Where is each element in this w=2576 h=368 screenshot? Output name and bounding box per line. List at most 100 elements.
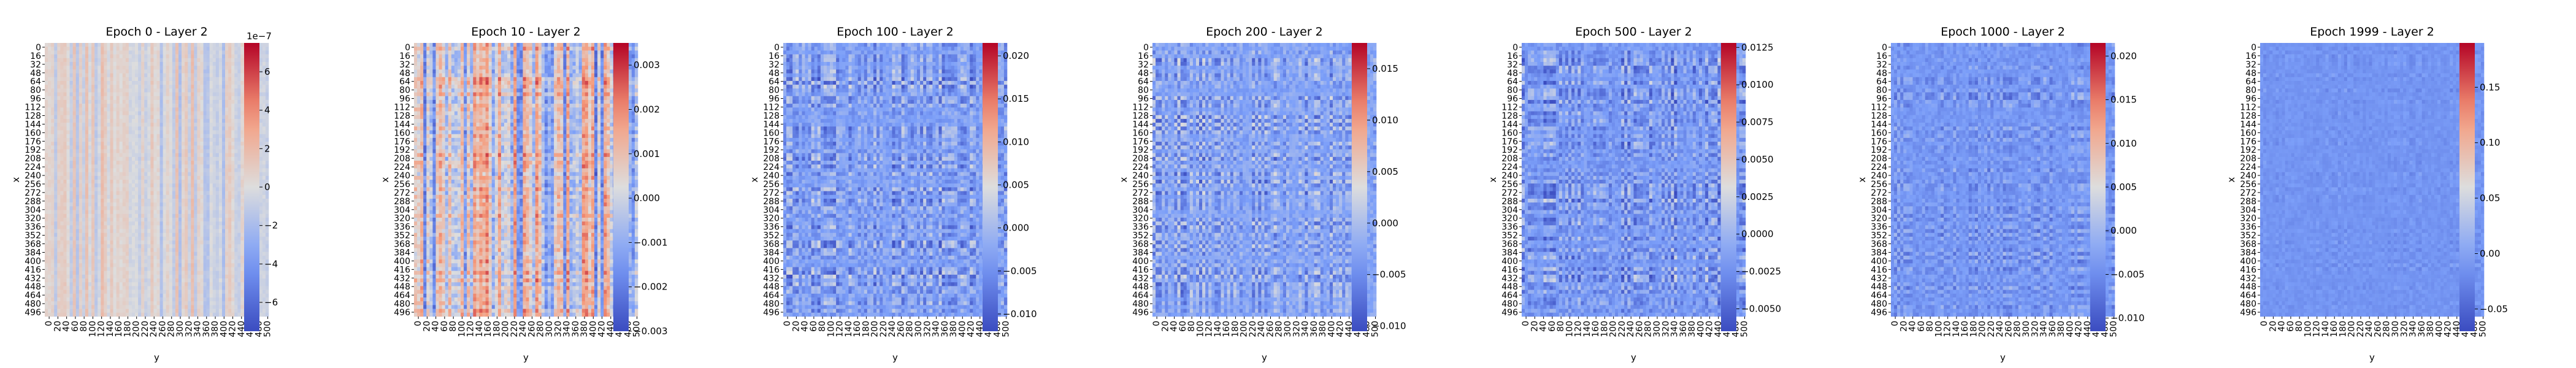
heatmap-cell [259, 149, 263, 153]
heatmap-cell [153, 183, 156, 187]
heatmap-cell [91, 153, 94, 157]
heatmap-cell [178, 43, 182, 47]
heatmap-cell [216, 47, 219, 50]
heatmap-cell [216, 85, 219, 88]
heatmap-cell [144, 85, 147, 88]
heatmap-cell [175, 126, 178, 130]
heatmap-cell [98, 183, 101, 187]
heatmap-cell [60, 123, 63, 126]
heatmap-cell [240, 123, 243, 126]
heatmap-cell [82, 43, 85, 47]
heatmap-cell [234, 153, 237, 157]
heatmap-cell [225, 100, 228, 104]
heatmap-cell [54, 107, 57, 111]
heatmap-cell [66, 62, 69, 66]
heatmap-cell [82, 149, 85, 153]
heatmap-cell [60, 130, 63, 134]
heatmap-cell [210, 107, 213, 111]
heatmap-cell [123, 93, 126, 96]
heatmap-cell [144, 126, 147, 130]
heatmap-cell [70, 43, 73, 47]
heatmap-cell [200, 180, 203, 183]
heatmap-cell [150, 96, 153, 100]
heatmap-cell [204, 100, 207, 104]
heatmap-cell [169, 96, 172, 100]
heatmap-cell [228, 81, 231, 85]
heatmap-cell [194, 77, 197, 81]
heatmap-cell [263, 123, 266, 126]
heatmap-cell [113, 69, 117, 73]
heatmap-cell [175, 157, 178, 161]
heatmap-cell [169, 123, 172, 126]
heatmap-cell [113, 47, 117, 50]
heatmap-cell [178, 85, 182, 88]
heatmap-cell [138, 112, 141, 115]
heatmap-cell [160, 180, 163, 183]
heatmap-cell [113, 149, 117, 153]
heatmap-cell [70, 168, 73, 172]
heatmap-cell [79, 81, 82, 85]
heatmap-cell [129, 85, 132, 88]
heatmap-cell [231, 145, 234, 149]
heatmap-cell [123, 112, 126, 115]
heatmap-cell [57, 55, 60, 58]
heatmap-cell [94, 43, 98, 47]
heatmap-cell [234, 149, 237, 153]
heatmap-cell [123, 168, 126, 172]
heatmap-cell [213, 130, 216, 134]
heatmap-cell [94, 145, 98, 149]
heatmap-cell [104, 74, 107, 77]
heatmap-cell [216, 107, 219, 111]
heatmap-cell [57, 96, 60, 100]
heatmap-cell [60, 74, 63, 77]
heatmap-cell [138, 100, 141, 104]
heatmap-cell [76, 96, 79, 100]
heatmap-cell [51, 168, 54, 172]
heatmap-cell [172, 93, 175, 96]
heatmap-cell [107, 74, 110, 77]
heatmap-cell [63, 81, 66, 85]
heatmap-cell [157, 176, 160, 180]
heatmap-cell [160, 161, 163, 164]
heatmap-cell [120, 47, 123, 50]
heatmap-cell [172, 157, 175, 161]
heatmap-cell [216, 168, 219, 172]
heatmap-cell [225, 130, 228, 134]
heatmap-cell [48, 183, 51, 187]
heatmap-cell [120, 50, 123, 54]
heatmap-cell [175, 93, 178, 96]
heatmap-cell [157, 74, 160, 77]
heatmap-cell [113, 126, 117, 130]
heatmap-cell [207, 168, 210, 172]
heatmap-cell [153, 119, 156, 123]
heatmap-cell [110, 142, 113, 145]
heatmap-cell [123, 115, 126, 119]
heatmap-cell [73, 153, 76, 157]
heatmap-cell [135, 126, 138, 130]
heatmap-cell [188, 58, 191, 62]
heatmap-cell [228, 180, 231, 183]
heatmap-cell [150, 134, 153, 138]
heatmap-cell [141, 62, 144, 66]
heatmap-cell [207, 47, 210, 50]
heatmap-cell [101, 161, 104, 164]
heatmap-cell [54, 123, 57, 126]
heatmap-cell [107, 142, 110, 145]
heatmap-cell [240, 153, 243, 157]
heatmap-cell [129, 50, 132, 54]
heatmap-cell [120, 161, 123, 164]
heatmap-cell [110, 88, 113, 92]
heatmap-cell [150, 85, 153, 88]
heatmap-cell [110, 74, 113, 77]
heatmap-cell [185, 172, 188, 176]
heatmap-cell [191, 176, 194, 180]
heatmap-cell [163, 55, 166, 58]
heatmap-cell [234, 157, 237, 161]
heatmap-cell [150, 180, 153, 183]
heatmap-cell [88, 58, 91, 62]
heatmap-cell [113, 161, 117, 164]
heatmap-cell [194, 96, 197, 100]
heatmap-cell [263, 126, 266, 130]
heatmap-cell [73, 142, 76, 145]
heatmap-cell [166, 112, 169, 115]
